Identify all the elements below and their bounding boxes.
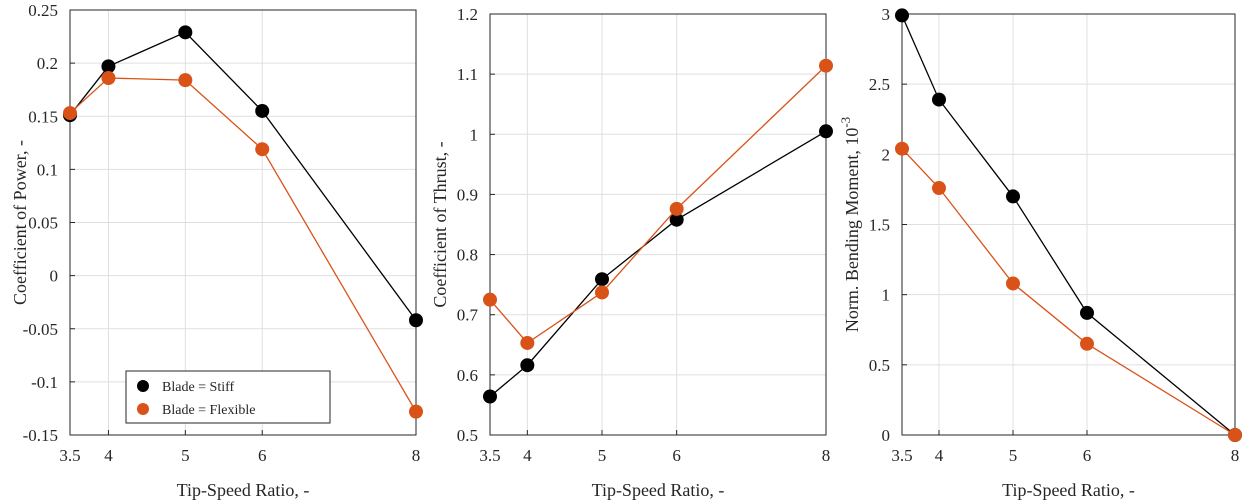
- data-point-stiff: [1080, 305, 1094, 320]
- series-line-flexible: [489, 65, 827, 344]
- data-point-flexible: [63, 106, 77, 121]
- data-point-stiff: [932, 92, 946, 107]
- data-point-flexible: [819, 58, 833, 73]
- y-tick-label: -0.05: [23, 320, 58, 339]
- x-tick-label: 8: [1231, 446, 1240, 465]
- y-tick-label: 1: [470, 125, 479, 144]
- data-point-flexible: [1006, 276, 1020, 291]
- y-tick-label: 1.5: [869, 216, 890, 235]
- y-axis-label: Coefficient of Thrust, -: [430, 141, 450, 307]
- y-tick-label: 0.9: [457, 185, 478, 204]
- data-point-flexible: [483, 292, 497, 307]
- y-tick-label: 0.5: [457, 426, 478, 445]
- data-point-stiff: [483, 389, 497, 404]
- y-tick-label: -0.15: [23, 426, 58, 445]
- series-line-flexible: [901, 148, 1236, 436]
- y-tick-label: 0.6: [457, 366, 478, 385]
- data-point-stiff: [409, 313, 423, 328]
- y-tick-label: 0.8: [457, 246, 478, 265]
- series-stiff: [63, 25, 423, 328]
- y-tick-label: 0.05: [28, 214, 58, 233]
- series-line-flexible: [69, 77, 417, 412]
- y-tick-label: 0.7: [457, 306, 479, 325]
- legend-label-stiff: Blade = Stiff: [162, 380, 235, 395]
- axes-box: [489, 13, 827, 436]
- y-tick-label: 0.2: [37, 54, 58, 73]
- data-point-flexible: [520, 335, 535, 350]
- x-tick-label: 5: [598, 446, 607, 465]
- y-tick-label: 0.25: [28, 1, 58, 20]
- series-flexible: [63, 71, 423, 419]
- x-axis-label: Tip-Speed Ratio, -: [592, 480, 725, 500]
- data-point-stiff: [895, 8, 909, 23]
- x-tick-label: 6: [672, 446, 681, 465]
- chart-panel-2: 3.5 4 5 6 8 0.5 0.6 0.7 0.8 0.9 1 1.1 1.2 Tip-Speed R…: [430, 5, 833, 500]
- y-tick-label: 2.5: [869, 75, 890, 94]
- data-point-stiff: [101, 59, 116, 74]
- y-axis-label-exponent: -3: [838, 117, 853, 128]
- x-tick-label: 6: [258, 446, 267, 465]
- legend: Blade = Stiff Blade = Flexible: [125, 370, 331, 424]
- data-point-flexible: [895, 141, 909, 156]
- data-point-stiff: [819, 124, 833, 139]
- y-axis-label: Norm. Bending Moment, 10-3: [838, 117, 862, 332]
- x-tick-label: 8: [412, 446, 421, 465]
- data-point-flexible: [1228, 428, 1242, 442]
- legend-marker-stiff: [137, 380, 149, 392]
- x-tick-label: 6: [1083, 446, 1092, 465]
- y-tick-label: 3: [882, 5, 891, 24]
- data-point-flexible: [669, 201, 684, 216]
- data-point-stiff: [255, 103, 270, 118]
- y-tick-label: 1: [882, 286, 891, 305]
- chart-panel-1: 3.5 4 5 6 8 -0.15 -0.1 -0.05 0 0.05 0.1 0.15 0.2 0.25…: [10, 1, 423, 500]
- legend-marker-flexible: [137, 403, 149, 415]
- x-tick-label: 3.5: [891, 446, 912, 465]
- data-point-stiff: [595, 272, 609, 287]
- x-tick-label: 5: [1009, 446, 1018, 465]
- series-line-stiff: [901, 15, 1236, 436]
- chart-panel-3: 3.5 4 5 6 8 0 0.5 1 1.5 2 2.5 3 Tip-Speed Ratio, - No…: [838, 5, 1242, 500]
- y-tick-label: 0: [882, 426, 891, 445]
- data-point-stiff: [669, 212, 684, 227]
- data-point-flexible: [178, 73, 193, 88]
- data-point-stiff: [520, 358, 535, 373]
- x-axis-label: Tip-Speed Ratio, -: [1002, 480, 1135, 500]
- x-tick-label: 8: [822, 446, 831, 465]
- y-tick-label: -0.1: [31, 373, 58, 392]
- x-axis-label: Tip-Speed Ratio, -: [177, 480, 310, 500]
- legend-box: [125, 370, 331, 424]
- x-tick-label: 3.5: [59, 446, 80, 465]
- series-flexible: [483, 58, 833, 350]
- x-tick-label: 3.5: [479, 446, 500, 465]
- y-tick-label: 0.5: [869, 356, 890, 375]
- data-point-flexible: [595, 285, 609, 300]
- data-point-stiff: [1006, 189, 1020, 204]
- y-tick-label: 2: [882, 145, 891, 164]
- data-point-flexible: [101, 71, 116, 85]
- series-line-stiff: [489, 130, 827, 398]
- data-point-flexible: [932, 181, 946, 196]
- y-tick-label: 0.15: [28, 107, 58, 126]
- x-tick-label: 5: [181, 446, 190, 465]
- y-tick-label: 1.2: [457, 5, 478, 24]
- legend-label-flexible: Blade = Flexible: [162, 403, 255, 418]
- y-axis-label: Coefficient of Power, -: [10, 140, 30, 305]
- x-tick-label: 4: [935, 446, 944, 465]
- data-point-flexible: [409, 404, 423, 419]
- x-tick-label: 4: [523, 446, 532, 465]
- series-line-stiff: [69, 31, 417, 321]
- data-point-flexible: [1080, 336, 1094, 351]
- data-point-flexible: [255, 142, 270, 157]
- series-stiff: [895, 8, 1242, 442]
- x-tick-label: 4: [104, 446, 113, 465]
- data-point-stiff: [178, 25, 193, 40]
- series-stiff: [483, 124, 833, 404]
- y-tick-label: 0.1: [37, 160, 58, 179]
- y-tick-label: 1.1: [457, 65, 478, 84]
- y-tick-label: 0: [50, 267, 59, 286]
- series-flexible: [895, 141, 1242, 442]
